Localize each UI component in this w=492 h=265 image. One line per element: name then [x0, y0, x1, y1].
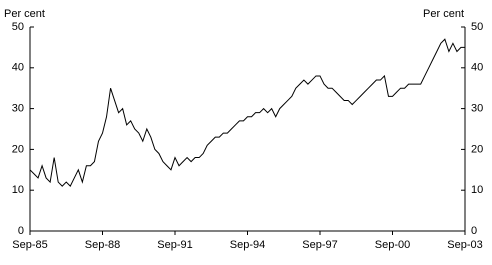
y-tick-label: 0 — [18, 225, 24, 237]
x-tick-label: Sep-00 — [375, 239, 410, 251]
y-tick-label: 50 — [12, 21, 24, 33]
x-tick-label: Sep-03 — [447, 239, 482, 251]
y2-tick-label: 10 — [471, 184, 483, 196]
x-tick-label: Sep-91 — [157, 239, 192, 251]
x-tick-label: Sep-94 — [230, 239, 265, 251]
y2-tick-label: 0 — [471, 225, 477, 237]
y2-axis-label: Per cent — [423, 8, 464, 20]
x-tick-label: Sep-85 — [12, 239, 47, 251]
x-tick-label: Sep-97 — [302, 239, 337, 251]
y2-tick-label: 20 — [471, 143, 483, 155]
data-line — [29, 38, 465, 187]
y-tick-label: 10 — [12, 184, 24, 196]
y2-tick-label: 30 — [471, 103, 483, 115]
y2-tick-label: 50 — [471, 21, 483, 33]
y-tick-label: 20 — [12, 143, 24, 155]
y-tick-label: 30 — [12, 103, 24, 115]
y2-tick-label: 40 — [471, 62, 483, 74]
y-axis-label: Per cent — [4, 8, 45, 20]
x-tick-label: Sep-88 — [85, 239, 120, 251]
y-tick-label: 40 — [12, 62, 24, 74]
